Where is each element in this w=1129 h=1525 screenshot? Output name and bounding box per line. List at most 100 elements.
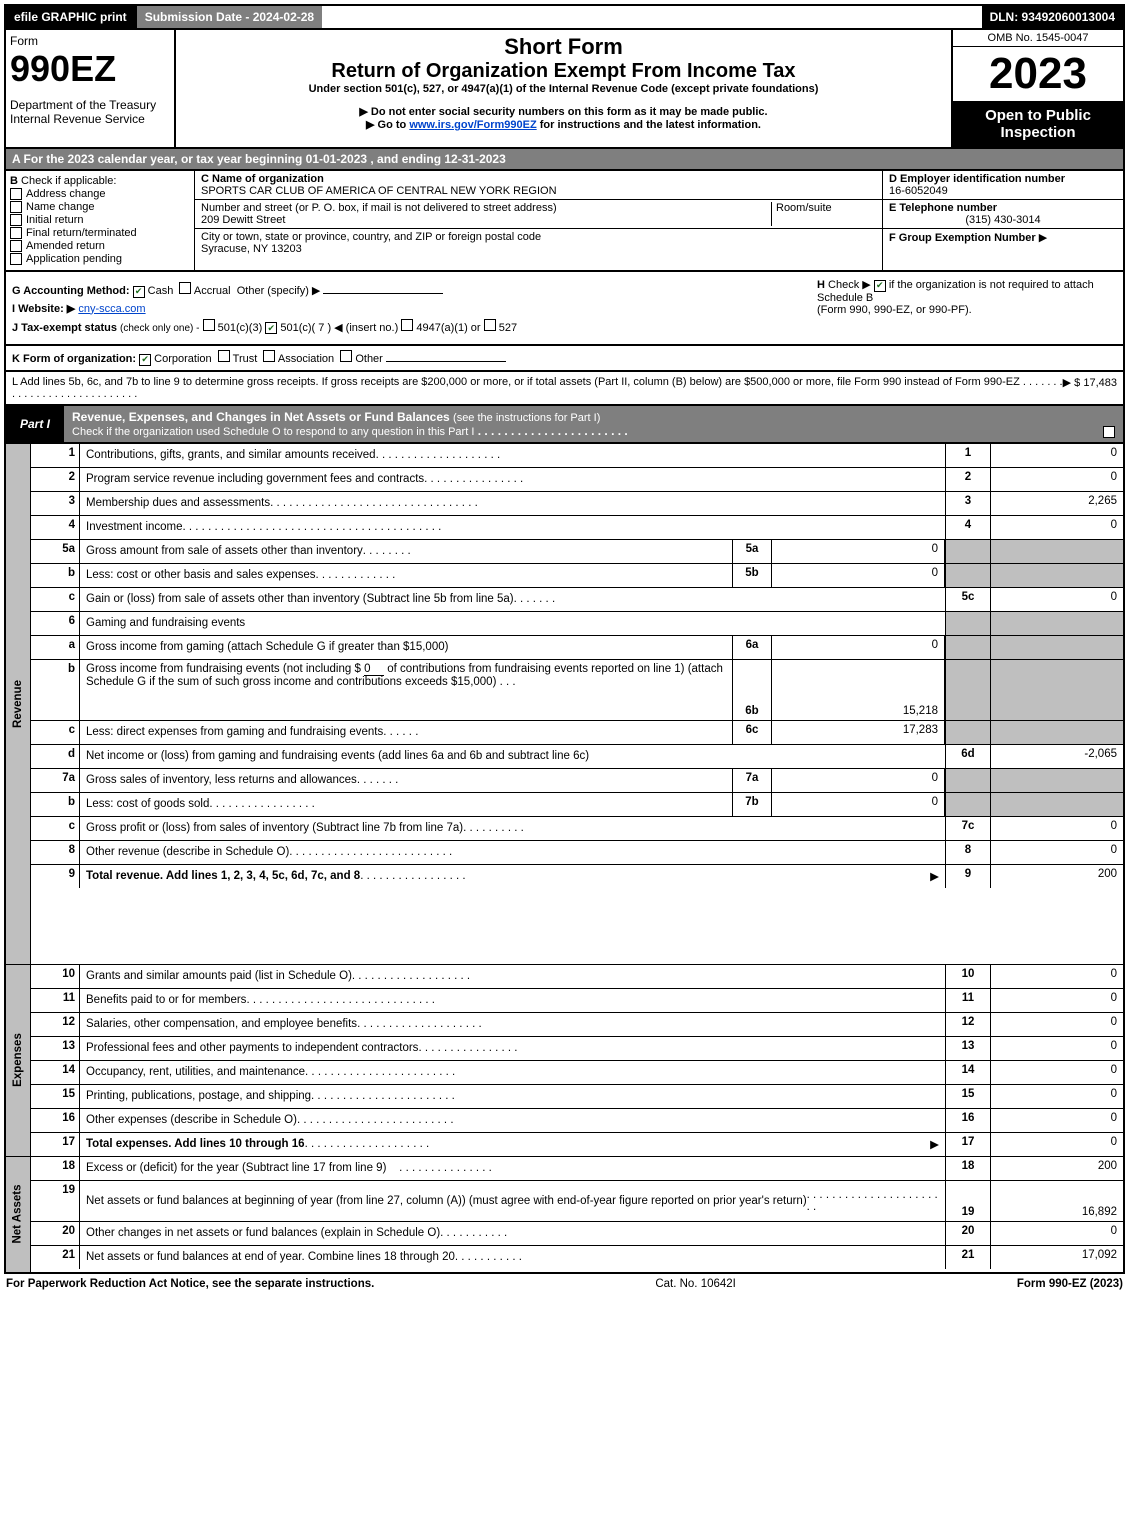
cb-cash[interactable] [133,286,145,298]
r4-val: 0 [991,516,1123,539]
r14-num: 14 [31,1061,80,1084]
r15-desc: Printing, publications, postage, and shi… [86,1090,311,1102]
r6c-sl: 6c [732,721,772,744]
r21-lab: 21 [945,1246,991,1269]
g-other-input[interactable] [323,293,443,294]
r7c-num: c [31,817,80,840]
row-7b: b Less: cost of goods sold . . . . . . .… [31,793,1123,817]
r4-desc: Investment income [86,521,183,533]
efile-print[interactable]: efile GRAPHIC print [6,6,135,28]
r12-desc: Salaries, other compensation, and employ… [86,1018,357,1030]
vside-expenses-label: Expenses [12,1033,24,1087]
row-4: 4 Investment income . . . . . . . . . . … [31,516,1123,540]
vside-net-label: Net Assets [12,1184,24,1243]
f-label: F Group Exemption Number [889,232,1036,244]
r6b-sl: 6b [732,660,772,720]
k-other-input[interactable] [386,361,506,362]
dln: DLN: 93492060013004 [982,6,1123,28]
cb-schedule-o[interactable] [1103,426,1115,438]
r6-desc: Gaming and fundraising events [86,617,245,629]
section-ghij: G Accounting Method: Cash Accrual Other … [4,272,1125,346]
row-9: 9 Total revenue. Add lines 1, 2, 3, 4, 5… [31,865,1123,888]
r16-num: 16 [31,1109,80,1132]
r1-desc: Contributions, gifts, grants, and simila… [86,449,376,461]
c-name-label: C Name of organization [201,173,324,185]
block-bcdef: B Check if applicable: Address change Na… [4,171,1125,272]
r15-num: 15 [31,1085,80,1108]
cb-501c3[interactable] [203,319,215,331]
row-7a: 7a Gross sales of inventory, less return… [31,769,1123,793]
irs-link[interactable]: www.irs.gov/Form990EZ [409,119,536,131]
footer-mid: Cat. No. 10642I [655,1278,736,1290]
row-17: 17 Total expenses. Add lines 10 through … [31,1133,1123,1156]
row-20: 20 Other changes in net assets or fund b… [31,1222,1123,1246]
cb-accrual[interactable] [179,282,191,294]
r8-lab: 8 [945,841,991,864]
cb-amended-return[interactable] [10,240,22,252]
r8-desc: Other revenue (describe in Schedule O) [86,846,289,858]
r13-lab: 13 [945,1037,991,1060]
cb-527[interactable] [484,319,496,331]
r5c-val: 0 [991,588,1123,611]
r10-val: 0 [991,965,1123,988]
r10-num: 10 [31,965,80,988]
cb-4947[interactable] [401,319,413,331]
r6a-lab-shade [945,636,991,659]
r17-val: 0 [991,1133,1123,1156]
room-suite-label: Room/suite [772,202,876,226]
r5c-num: c [31,588,80,611]
r18-val: 200 [991,1157,1123,1180]
cb-application-pending[interactable] [10,253,22,265]
tax-year: 2023 [953,47,1123,101]
cb-initial-return[interactable] [10,214,22,226]
r6b-amount[interactable]: 0 [364,663,384,676]
cb-trust[interactable] [218,350,230,362]
r13-desc: Professional fees and other payments to … [86,1042,418,1054]
r6-val-shade [991,612,1123,635]
cb-final-return[interactable] [10,227,22,239]
footer: For Paperwork Reduction Act Notice, see … [4,1274,1125,1294]
col-c: C Name of organization SPORTS CAR CLUB O… [195,171,882,270]
cb-name-change[interactable] [10,201,22,213]
r6d-num: d [31,745,80,768]
row-5a: 5a Gross amount from sale of assets othe… [31,540,1123,564]
h-label: H [817,279,825,291]
r7a-num: 7a [31,769,80,792]
r9-num: 9 [31,865,80,888]
r6c-desc: Less: direct expenses from gaming and fu… [86,726,383,738]
cb-other-org[interactable] [340,350,352,362]
r14-lab: 14 [945,1061,991,1084]
r19-lab: 19 [945,1181,991,1221]
r6c-lab-shade [945,721,991,744]
website-link[interactable]: cny-scca.com [78,303,145,315]
f-arrow: ▶ [1039,232,1047,244]
cb-corporation[interactable] [139,354,151,366]
r7c-val: 0 [991,817,1123,840]
phone: (315) 430-3014 [889,214,1117,226]
r6d-val: -2,065 [991,745,1123,768]
cb-association[interactable] [263,350,275,362]
r19-num: 19 [31,1181,80,1221]
r6b-num: b [31,660,80,720]
r9-val: 200 [991,865,1123,888]
row-8: 8 Other revenue (describe in Schedule O)… [31,841,1123,865]
part-1-endcb [1095,406,1123,442]
line-l: L Add lines 5b, 6c, and 7b to line 9 to … [4,372,1125,406]
r6a-desc: Gross income from gaming (attach Schedul… [86,641,448,653]
j-o3: 4947(a)(1) or [416,322,480,334]
cb-501c[interactable] [265,322,277,334]
cb-schedule-b[interactable] [874,280,886,292]
r8-num: 8 [31,841,80,864]
r2-desc: Program service revenue including govern… [86,473,424,485]
r6a-num: a [31,636,80,659]
subtitle-2: ▶ Do not enter social security numbers o… [180,105,947,118]
cb-address-change[interactable] [10,188,22,200]
part-1-title: Revenue, Expenses, and Changes in Net As… [64,406,1095,442]
r20-desc: Other changes in net assets or fund bala… [86,1227,440,1239]
i-label: I Website: ▶ [12,303,75,315]
row-19: 19 Net assets or fund balances at beginn… [31,1181,1123,1222]
r7c-desc: Gross profit or (loss) from sales of inv… [86,822,463,834]
g-accrual: Accrual [194,285,231,297]
row-11: 11 Benefits paid to or for members . . .… [31,989,1123,1013]
row-15: 15 Printing, publications, postage, and … [31,1085,1123,1109]
